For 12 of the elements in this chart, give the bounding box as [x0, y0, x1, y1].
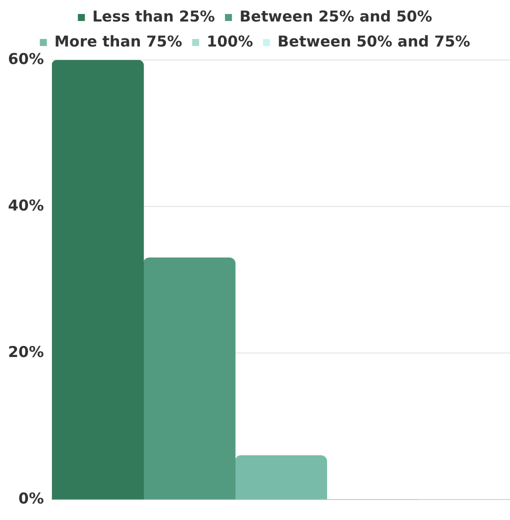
- legend-label: Between 50% and 75%: [277, 32, 470, 50]
- y-tick-label: 60%: [8, 50, 44, 68]
- y-tick-label: 40%: [8, 196, 44, 214]
- y-tick-label: 20%: [8, 342, 44, 361]
- bar: [234, 455, 328, 500]
- legend-label: Between 25% and 50%: [239, 7, 432, 26]
- bar: [52, 60, 144, 500]
- legend-label: Less than 25%: [92, 7, 215, 26]
- legend-label: More than 75%: [54, 32, 182, 50]
- legend-label: 100%: [206, 32, 253, 50]
- y-tick-label: 0%: [18, 489, 44, 508]
- bar: [143, 257, 236, 500]
